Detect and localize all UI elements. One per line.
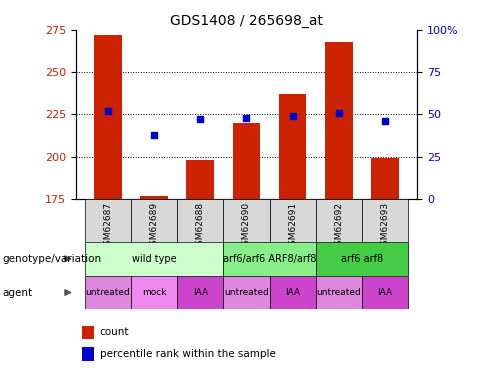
Bar bbox=[85, 276, 131, 309]
Bar bbox=[186, 160, 214, 199]
Point bbox=[150, 132, 158, 138]
Bar bbox=[269, 276, 316, 309]
Bar bbox=[316, 276, 362, 309]
Text: wild type: wild type bbox=[132, 254, 177, 264]
Point bbox=[381, 118, 389, 124]
Text: agent: agent bbox=[2, 288, 33, 297]
Text: mock: mock bbox=[142, 288, 166, 297]
Text: IAA: IAA bbox=[285, 288, 300, 297]
Text: genotype/variation: genotype/variation bbox=[2, 254, 102, 264]
Bar bbox=[94, 35, 122, 199]
Point bbox=[104, 108, 112, 114]
Bar bbox=[82, 347, 95, 361]
Point bbox=[335, 110, 343, 116]
Text: IAA: IAA bbox=[193, 288, 208, 297]
Bar bbox=[362, 276, 408, 309]
Text: arf6/arf6 ARF8/arf8: arf6/arf6 ARF8/arf8 bbox=[223, 254, 316, 264]
Bar bbox=[316, 242, 408, 276]
Bar bbox=[371, 158, 399, 199]
Text: GSM62689: GSM62689 bbox=[150, 202, 159, 251]
Bar bbox=[140, 196, 168, 199]
Text: untreated: untreated bbox=[85, 288, 130, 297]
Bar bbox=[224, 276, 269, 309]
Text: count: count bbox=[100, 327, 129, 338]
Bar bbox=[233, 123, 260, 199]
Text: arf6 arf8: arf6 arf8 bbox=[341, 254, 383, 264]
Point bbox=[289, 113, 297, 119]
Point bbox=[243, 115, 250, 121]
Text: GSM62691: GSM62691 bbox=[288, 202, 297, 251]
Point bbox=[196, 116, 204, 122]
Bar bbox=[131, 276, 177, 309]
Text: percentile rank within the sample: percentile rank within the sample bbox=[100, 349, 275, 359]
Bar bbox=[362, 199, 408, 242]
Bar bbox=[224, 242, 316, 276]
Text: GSM62688: GSM62688 bbox=[196, 202, 205, 251]
Text: IAA: IAA bbox=[377, 288, 392, 297]
Bar bbox=[85, 242, 224, 276]
Bar bbox=[224, 199, 269, 242]
Text: GSM62693: GSM62693 bbox=[381, 202, 389, 251]
Text: GSM62692: GSM62692 bbox=[334, 202, 343, 251]
Text: untreated: untreated bbox=[316, 288, 361, 297]
Text: GSM62687: GSM62687 bbox=[103, 202, 112, 251]
Bar bbox=[269, 199, 316, 242]
Bar bbox=[177, 199, 224, 242]
Bar bbox=[316, 199, 362, 242]
Bar bbox=[325, 42, 353, 199]
Bar bbox=[131, 199, 177, 242]
Text: GSM62690: GSM62690 bbox=[242, 202, 251, 251]
Bar bbox=[177, 276, 224, 309]
Bar bbox=[279, 94, 306, 199]
Title: GDS1408 / 265698_at: GDS1408 / 265698_at bbox=[170, 13, 323, 28]
Text: untreated: untreated bbox=[224, 288, 269, 297]
Bar bbox=[85, 199, 131, 242]
Bar bbox=[82, 326, 95, 339]
